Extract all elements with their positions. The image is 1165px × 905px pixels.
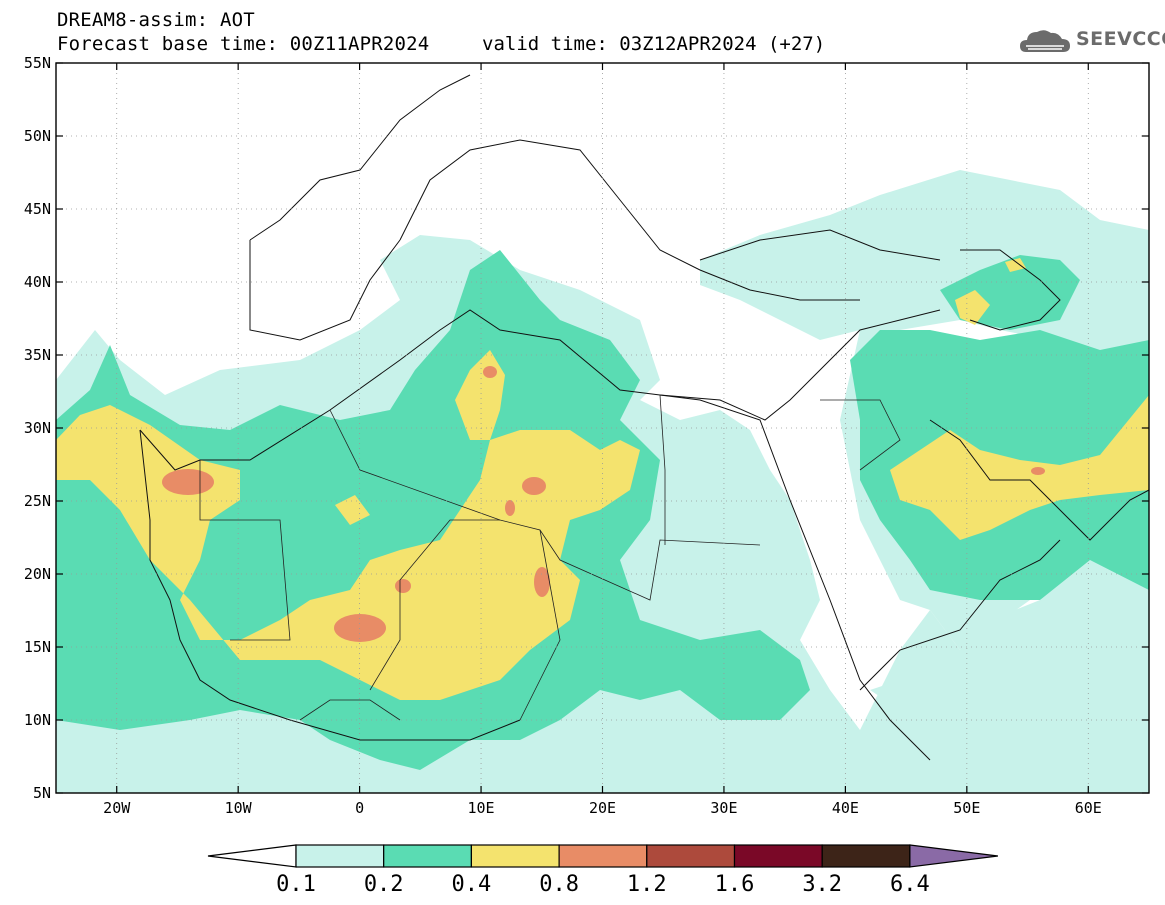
colorbar-over-triangle [909, 844, 998, 868]
colorbar-under-triangle [207, 844, 297, 868]
colorbar-segment [733, 844, 823, 868]
colorbar-segment [646, 844, 736, 868]
colorbar-level-label: 0.4 [452, 872, 492, 897]
lat-label: 25N [24, 492, 51, 510]
lon-axis: 20W 10W 0 10E 20E 30E 40E 50E 60E [103, 63, 1102, 817]
lon-label: 20W [103, 799, 131, 817]
lon-label: 20E [589, 799, 616, 817]
lon-label: 30E [710, 799, 737, 817]
valid-time: valid time: 03Z12APR2024 (+27) [482, 33, 826, 55]
logo-text: SEEVCCC [1076, 28, 1165, 50]
cloud-icon [1020, 30, 1070, 52]
lon-label: 10E [468, 799, 495, 817]
colorbar-level-label: 1.6 [715, 872, 755, 897]
lat-label: 20N [24, 565, 51, 583]
coastlines [139, 74, 1149, 761]
colorbar-level-label: 0.8 [539, 872, 579, 897]
aot-band-0.8 [162, 366, 1045, 642]
lon-label: 10W [225, 799, 253, 817]
lat-axis: 55N 50N 45N 40N 35N 30N 25N 20N 15N 10N 5N [24, 54, 1149, 802]
colorbar-level-label: 0.2 [364, 872, 404, 897]
colorbar-segment [821, 844, 911, 868]
gridlines [56, 63, 1149, 793]
colorbar-segment [295, 844, 385, 868]
lon-label: 40E [832, 799, 859, 817]
colorbar-level-label: 3.2 [802, 872, 842, 897]
lat-label: 30N [24, 419, 51, 437]
lat-label: 10N [24, 711, 51, 729]
lon-label: 50E [953, 799, 980, 817]
lat-label: 5N [33, 784, 51, 802]
colorbar-level-label: 0.1 [276, 872, 316, 897]
lat-label: 40N [24, 273, 51, 291]
colorbar-level-label: 1.2 [627, 872, 667, 897]
colorbar-segment [383, 844, 473, 868]
lat-label: 15N [24, 638, 51, 656]
lon-label: 60E [1075, 799, 1102, 817]
country-borders [199, 394, 901, 721]
lon-label: 0 [355, 799, 364, 817]
colorbar-segment [558, 844, 648, 868]
map-title: DREAM8-assim: AOT [57, 9, 255, 31]
forecast-base-time: Forecast base time: 00Z11APR2024 [57, 33, 430, 55]
lat-label: 55N [24, 54, 51, 72]
lat-label: 35N [24, 346, 51, 364]
lat-label: 45N [24, 200, 51, 218]
colorbar-segment [470, 844, 560, 868]
lat-label: 50N [24, 127, 51, 145]
colorbar-level-label: 6.4 [890, 872, 930, 897]
colorbar: 0.1 0.2 0.4 0.8 1.2 1.6 3.2 6.4 [207, 844, 998, 897]
